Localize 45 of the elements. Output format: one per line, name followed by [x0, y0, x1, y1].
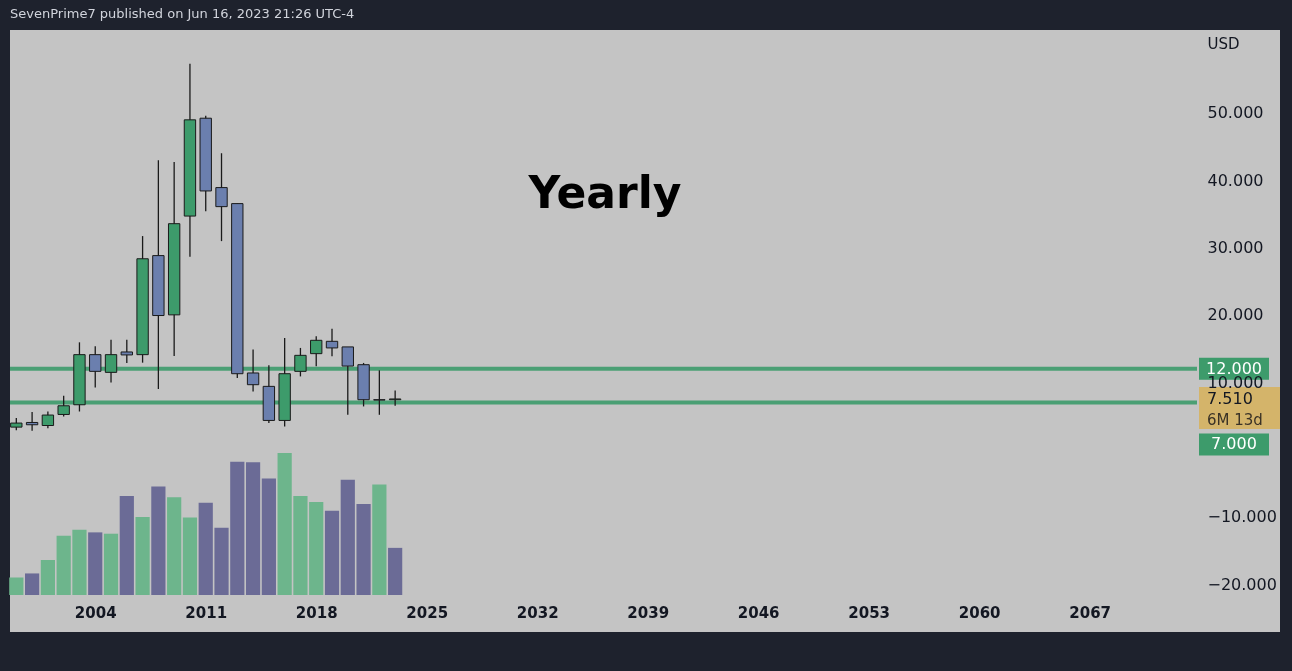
candlestick [341, 346, 354, 416]
bar [167, 497, 182, 595]
x-tick-label: 2053 [848, 603, 891, 622]
chart-title: SevenPrime7 published on Jun 16, 2023 21:26 UTC-4 [10, 6, 355, 21]
text: 6M 13d [1207, 410, 1263, 429]
y-tick-label: 30.000 [1207, 238, 1264, 258]
x-tick-label: 2067 [1069, 603, 1112, 622]
annotation: Yearly [527, 167, 682, 218]
candlestick [246, 348, 260, 393]
candlestick [215, 152, 228, 242]
y-tick-label: 50.000 [1207, 103, 1264, 123]
bar [25, 573, 40, 595]
bar [135, 516, 150, 595]
y-tick-label: 40.000 [1207, 170, 1264, 190]
x-tick-label: 2032 [516, 603, 559, 622]
y-tick-label: −20.000 [1207, 574, 1277, 594]
bar [88, 532, 103, 595]
x-tick-label: 2025 [406, 603, 449, 622]
bar [40, 559, 55, 595]
bar [151, 486, 166, 595]
x-tick-label: 2039 [627, 603, 670, 622]
bar [324, 510, 340, 595]
x-tick-label: 2046 [737, 603, 780, 622]
bar [372, 484, 387, 595]
y-tick-label: 20.000 [1207, 305, 1264, 325]
candlestick [25, 411, 39, 432]
bar [388, 547, 403, 595]
y-tick-label: −10.000 [1207, 507, 1277, 527]
x-tick-label: 2060 [958, 603, 1001, 622]
candlestick [373, 369, 386, 416]
bar [261, 478, 276, 595]
bar [245, 462, 261, 595]
x-tick-label: 2011 [185, 603, 228, 622]
candlestick [89, 345, 102, 389]
ref-line-label: 7.000 [1211, 434, 1257, 454]
x-tick-label: 2004 [74, 603, 117, 622]
text: 7.510 [1207, 388, 1253, 408]
bar [9, 577, 24, 595]
x-tick-label: 2018 [295, 603, 338, 622]
y-axis-title: USD [1207, 34, 1240, 53]
bar [119, 496, 134, 595]
bar [103, 533, 119, 595]
candlestick [120, 338, 133, 364]
bar [182, 517, 198, 595]
candlestick [325, 328, 339, 357]
